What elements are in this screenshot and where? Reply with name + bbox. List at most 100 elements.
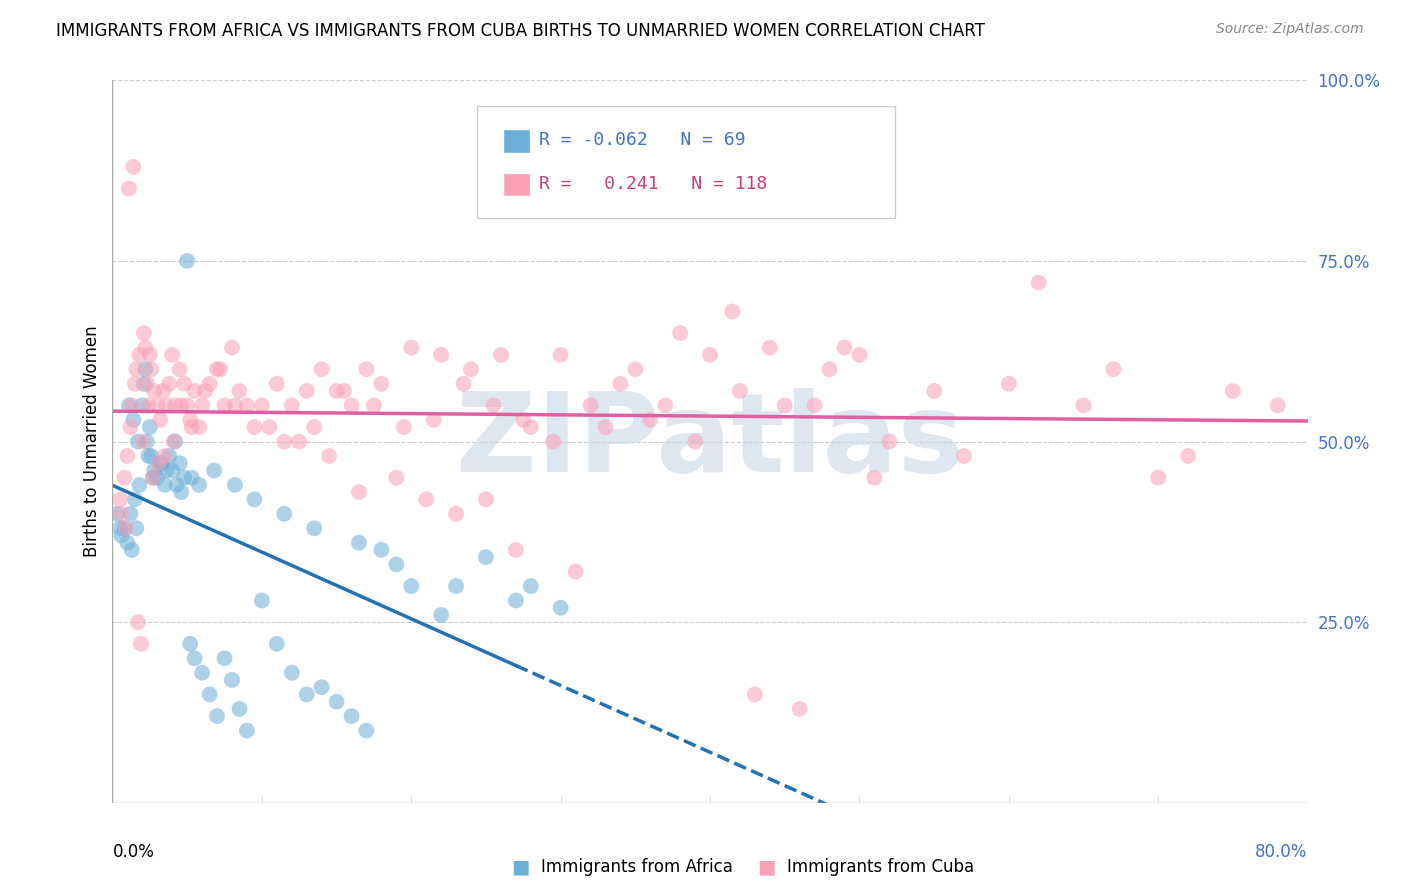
Point <box>302 521 325 535</box>
Bar <box>503 173 530 196</box>
Point <box>879 434 901 449</box>
Point <box>205 362 228 376</box>
Point <box>699 348 721 362</box>
Point <box>401 341 423 355</box>
Point <box>1267 398 1289 412</box>
Point <box>146 471 169 485</box>
Point <box>120 420 142 434</box>
Point <box>183 651 205 665</box>
Point <box>728 384 751 398</box>
Point <box>221 673 243 687</box>
Point <box>165 398 187 412</box>
Point <box>143 463 166 477</box>
Point <box>340 709 363 723</box>
Point <box>173 376 195 391</box>
Point <box>1147 471 1170 485</box>
Point <box>721 304 744 318</box>
Text: R =   0.241   N = 118: R = 0.241 N = 118 <box>538 175 768 193</box>
Point <box>134 341 156 355</box>
Point <box>848 348 870 362</box>
Point <box>141 449 163 463</box>
Point <box>228 384 250 398</box>
Point <box>579 398 602 412</box>
Point <box>128 348 150 362</box>
Point <box>318 449 340 463</box>
Point <box>194 384 217 398</box>
Point <box>121 542 143 557</box>
Point <box>512 413 534 427</box>
Point <box>422 413 444 427</box>
Point <box>139 348 162 362</box>
Point <box>146 398 169 412</box>
Point <box>120 507 142 521</box>
Point <box>188 478 211 492</box>
Point <box>489 348 512 362</box>
Bar <box>503 129 530 153</box>
Point <box>243 420 266 434</box>
Point <box>155 398 177 412</box>
Point <box>370 542 392 557</box>
Point <box>115 521 138 535</box>
Point <box>453 376 475 391</box>
Point <box>609 376 631 391</box>
Point <box>281 398 304 412</box>
Point <box>209 362 232 376</box>
Point <box>347 485 370 500</box>
Point <box>127 615 149 630</box>
Point <box>127 434 149 449</box>
Point <box>595 420 617 434</box>
Point <box>803 398 825 412</box>
Point <box>191 665 214 680</box>
Point <box>273 507 295 521</box>
Point <box>550 348 572 362</box>
Point <box>153 449 176 463</box>
Text: IMMIGRANTS FROM AFRICA VS IMMIGRANTS FROM CUBA BIRTHS TO UNMARRIED WOMEN CORRELA: IMMIGRANTS FROM AFRICA VS IMMIGRANTS FRO… <box>56 22 986 40</box>
Point <box>789 702 811 716</box>
Point <box>415 492 437 507</box>
Text: 80.0%: 80.0% <box>1256 843 1308 861</box>
Text: Immigrants from Africa: Immigrants from Africa <box>541 858 733 876</box>
Point <box>150 456 173 470</box>
Point <box>165 434 187 449</box>
Point <box>122 160 145 174</box>
Point <box>1073 398 1095 412</box>
Point <box>818 362 841 376</box>
FancyBboxPatch shape <box>477 105 896 218</box>
Point <box>143 384 166 398</box>
Point <box>131 434 153 449</box>
Point <box>170 398 193 412</box>
Point <box>236 398 259 412</box>
Point <box>520 579 543 593</box>
Point <box>108 492 131 507</box>
Point <box>170 485 193 500</box>
Point <box>1222 384 1244 398</box>
Point <box>163 434 186 449</box>
Point <box>135 434 157 449</box>
Point <box>166 478 188 492</box>
Point <box>183 384 205 398</box>
Point <box>236 723 259 738</box>
Point <box>266 637 288 651</box>
Point <box>392 420 415 434</box>
Point <box>683 434 706 449</box>
Point <box>295 384 318 398</box>
Point <box>224 398 246 412</box>
Point <box>214 398 236 412</box>
Point <box>624 362 647 376</box>
Point <box>482 398 505 412</box>
Text: Source: ZipAtlas.com: Source: ZipAtlas.com <box>1216 22 1364 37</box>
Point <box>162 348 183 362</box>
Point <box>266 376 288 391</box>
Point <box>132 376 155 391</box>
Point <box>550 600 572 615</box>
Point <box>669 326 692 341</box>
Point <box>110 507 132 521</box>
Point <box>773 398 796 412</box>
Point <box>347 535 370 549</box>
Point <box>125 521 148 535</box>
Point <box>138 449 160 463</box>
Point <box>176 253 198 268</box>
Text: ZIPatlas: ZIPatlas <box>456 388 965 495</box>
Point <box>188 420 211 434</box>
Point <box>162 463 183 477</box>
